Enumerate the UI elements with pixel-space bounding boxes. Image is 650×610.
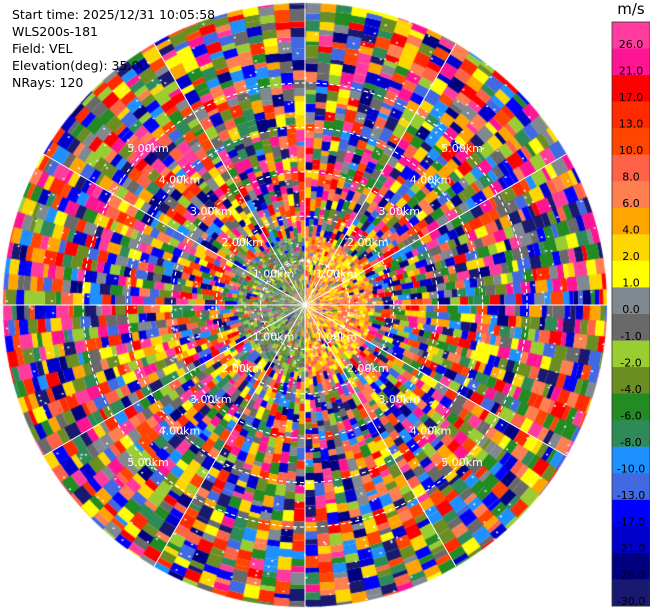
elevation-text: Elevation(deg): 35.00: [12, 58, 148, 73]
colorbar-tick-label: 8.0: [622, 171, 640, 184]
colorbar-tick-label: 21.0: [619, 64, 644, 77]
colorbar-tick-label: 2.0: [622, 250, 640, 263]
range-ring-labels: 1.00km 1.00km 1.00km 1.00km 2.00km 2.00km 2.00…: [127, 142, 483, 469]
colorbar: 26.0 21.0 17.0 13.0 10.0 8.0 6.0 4.0 2.0 1.0 0.0 -1…: [611, 21, 650, 608]
range-ring-label: 4.00km: [410, 425, 452, 438]
start-time-text: Start time: 2025/12/31 10:05:58: [12, 7, 216, 22]
range-ring-label: 4.00km: [410, 173, 452, 186]
colorbar-tick-label: -21.0: [617, 542, 645, 555]
radial-spokes: [3, 3, 607, 607]
colorbar-swatch: [612, 234, 650, 262]
colorbar-tick-label: 1.0: [622, 277, 640, 290]
colorbar-tick-label: -30.0: [617, 595, 645, 608]
range-ring-label: 1.00km: [253, 330, 295, 343]
colorbar-swatch: [612, 314, 650, 342]
colorbar-swatch: [612, 579, 650, 607]
range-ring-label: 2.00km: [347, 236, 389, 249]
colorbar-tick-label: 0.0: [622, 303, 640, 316]
colorbar-tick-label: 17.0: [619, 91, 644, 104]
colorbar-swatch: [612, 207, 650, 235]
colorbar-tick-label: -1.0: [620, 330, 641, 343]
colorbar-swatch: [612, 499, 650, 527]
instrument-name: WLS200s-181: [12, 24, 98, 39]
colorbar-swatch: [612, 340, 650, 368]
colorbar-tick-label: -17.0: [617, 516, 645, 529]
colorbar-swatch: [612, 101, 650, 129]
range-ring-label: 4.00km: [159, 173, 201, 186]
colorbar-tick-label: -8.0: [620, 436, 641, 449]
range-ring-label: 4.00km: [159, 425, 201, 438]
range-ring-label: 2.00km: [221, 236, 263, 249]
colorbar-tick-label: -4.0: [620, 383, 641, 396]
plot-info: Start time: 2025/12/31 10:05:58 WLS200s-…: [12, 6, 215, 91]
colorbar-swatch: [612, 260, 650, 288]
range-ring-label: 3.00km: [378, 205, 420, 218]
colorbar-swatch: [612, 22, 650, 50]
range-ring-label: 3.00km: [190, 393, 232, 406]
colorbar-swatch: [612, 287, 650, 315]
colorbar-tick-label: 10.0: [619, 144, 644, 157]
colorbar-swatch: [612, 128, 650, 156]
colorbar-swatch: [612, 473, 650, 501]
nrays-text: NRays: 120: [12, 75, 84, 90]
colorbar-border: [611, 21, 650, 607]
colorbar-tick-label: 26.0: [619, 38, 644, 51]
colorbar-tick-label: -2.0: [620, 356, 641, 369]
range-ring-label: 3.00km: [378, 393, 420, 406]
range-ring-label: 5.00km: [127, 142, 169, 155]
colorbar-tick-label: 6.0: [622, 197, 640, 210]
colorbar-swatch: [612, 181, 650, 209]
colorbar-swatch: [612, 446, 650, 474]
colorbar-swatch: [612, 393, 650, 421]
range-ring-label: 5.00km: [441, 142, 483, 155]
range-ring-label: 5.00km: [127, 456, 169, 469]
colorbar-swatch: [612, 367, 650, 395]
colorbar-unit: m/s: [617, 0, 645, 18]
range-ring-label: 1.00km: [316, 268, 358, 281]
colorbar-tick-label: -10.0: [617, 463, 645, 476]
colorbar-tick-label: -6.0: [620, 409, 641, 422]
range-ring-label: 3.00km: [190, 205, 232, 218]
colorbar-swatch: [612, 75, 650, 103]
colorbar-swatch: [612, 526, 650, 554]
range-ring-label: 1.00km: [316, 330, 358, 343]
colorbar-tick-label: -26.0: [617, 569, 645, 582]
colorbar-swatch: [612, 154, 650, 182]
colorbar-tick-label: 4.0: [622, 224, 640, 237]
radial-spoke: [153, 43, 457, 567]
range-ring-label: 5.00km: [441, 456, 483, 469]
colorbar-swatch: [612, 420, 650, 448]
range-ring-label: 2.00km: [347, 362, 389, 375]
colorbar-tick-label: 13.0: [619, 117, 644, 130]
field-text: Field: VEL: [12, 41, 73, 56]
range-ring-label: 1.00km: [253, 268, 295, 281]
colorbar-swatch: [612, 48, 650, 76]
colorbar-tick-label: -13.0: [617, 489, 645, 502]
colorbar-swatch: [612, 552, 650, 580]
range-ring-label: 2.00km: [221, 362, 263, 375]
